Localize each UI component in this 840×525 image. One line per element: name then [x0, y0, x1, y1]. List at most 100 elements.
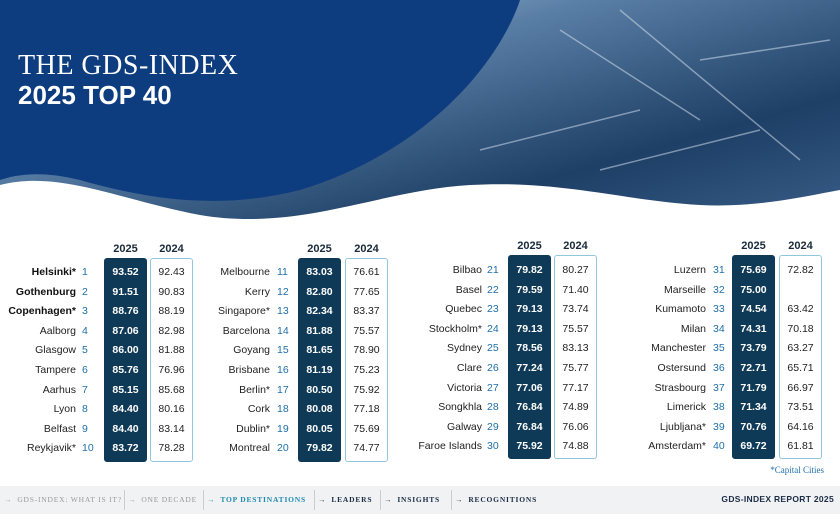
- score-2025-box: [732, 255, 775, 459]
- rank: 20: [277, 442, 289, 455]
- nav-separator: [314, 490, 315, 510]
- score-2024: 80.16: [158, 403, 185, 416]
- city-name: Aarhus: [42, 383, 76, 396]
- rank: 32: [713, 283, 725, 296]
- title: THE GDS-INDEX: [18, 50, 239, 81]
- city-name: Ljubljana*: [659, 420, 706, 433]
- city-name: Berlin*: [239, 383, 270, 396]
- nav-separator: [380, 490, 381, 510]
- rank: 4: [82, 324, 88, 337]
- nav-item[interactable]: → ONE DECADE: [128, 495, 197, 504]
- city-name: Luzern: [673, 264, 706, 276]
- rank: 6: [82, 364, 88, 376]
- score-2025: 70.76: [740, 420, 767, 433]
- column-header: 2024: [788, 240, 813, 252]
- score-2024: 75.77: [562, 362, 589, 374]
- score-2025: 71.34: [740, 401, 767, 414]
- rank: 25: [487, 342, 499, 355]
- rank: 9: [82, 422, 88, 435]
- score-2025: 83.72: [112, 442, 139, 455]
- city-name: Dublin*: [236, 422, 270, 435]
- score-2024: 76.06: [562, 420, 589, 433]
- score-2024: 77.65: [353, 285, 380, 298]
- rank: 19: [277, 422, 289, 435]
- nav-item[interactable]: → TOP DESTINATIONS: [207, 495, 306, 504]
- score-2024: 90.83: [158, 285, 185, 298]
- rank: 28: [487, 401, 499, 414]
- city-name: Belfast: [43, 422, 76, 435]
- city-name: Montreal: [229, 442, 270, 455]
- rank: 23: [487, 303, 499, 316]
- city-name: Barcelona: [222, 324, 270, 337]
- city-name: Copenhagen*: [8, 305, 76, 318]
- score-2025: 79.82: [516, 264, 543, 276]
- rank: 2: [82, 285, 88, 298]
- score-2025: 76.84: [516, 420, 543, 433]
- nav-separator: [203, 490, 204, 510]
- score-2024-box: [779, 255, 822, 459]
- rank: 5: [82, 344, 88, 357]
- score-2024: 70.18: [787, 322, 814, 335]
- score-2025: 80.08: [306, 403, 333, 416]
- nav-label: TOP DESTINATIONS: [220, 495, 306, 504]
- city-name: Limerick: [666, 401, 706, 414]
- score-2024: 74.88: [562, 440, 589, 453]
- rank: 26: [487, 362, 499, 374]
- score-2024: 73.74: [562, 303, 589, 316]
- score-2024: 71.40: [562, 283, 589, 296]
- city-name: Singapore*: [218, 305, 270, 318]
- score-2024: 74.89: [562, 401, 589, 414]
- rank: 37: [713, 381, 725, 394]
- score-2025: 86.00: [112, 344, 139, 357]
- rank: 33: [713, 303, 725, 316]
- score-2024: 75.57: [562, 322, 589, 335]
- score-2025: 79.13: [516, 322, 543, 335]
- score-2025: 80.05: [306, 422, 333, 435]
- city-name: Victoria: [447, 381, 482, 394]
- column-header: 2024: [354, 243, 379, 255]
- column-header: 2025: [113, 243, 138, 255]
- rank: 18: [277, 403, 289, 416]
- score-2024: 75.23: [353, 364, 380, 376]
- score-2025: 81.19: [306, 364, 333, 376]
- rank: 38: [713, 401, 725, 414]
- score-2025: 73.79: [740, 342, 767, 355]
- score-2024-box: [345, 258, 388, 462]
- nav-label: INSIGHTS: [397, 495, 440, 504]
- city-name: Melbourne: [220, 266, 270, 278]
- score-2025: 88.76: [112, 305, 139, 318]
- nav-separator: [124, 490, 125, 510]
- city-name: Milan: [680, 322, 706, 335]
- nav-item[interactable]: → INSIGHTS: [384, 495, 440, 504]
- score-2024: 75.92: [353, 383, 380, 396]
- rank: 29: [487, 420, 499, 433]
- nav-item[interactable]: → GDS-INDEX: WHAT IS IT?: [4, 495, 122, 504]
- score-2024: 88.19: [158, 305, 185, 318]
- city-name: Strasbourg: [654, 381, 706, 394]
- score-2025: 75.69: [740, 264, 767, 276]
- score-2025: 82.34: [306, 305, 333, 318]
- score-2025: 72.71: [740, 362, 767, 374]
- score-2024: 61.81: [787, 440, 814, 453]
- score-2024: 72.82: [787, 264, 814, 276]
- rank: 12: [277, 285, 289, 298]
- score-2025: 75.92: [516, 440, 543, 453]
- subtitle: 2025 TOP 40: [18, 80, 172, 110]
- city-name: Glasgow: [35, 344, 76, 357]
- score-2025: 74.54: [740, 303, 767, 316]
- score-2024: 75.69: [353, 422, 380, 435]
- nav-item[interactable]: → LEADERS: [318, 495, 372, 504]
- rank: 39: [713, 420, 725, 433]
- score-2025: 77.06: [516, 381, 543, 394]
- report-label: GDS-INDEX REPORT 2025: [721, 494, 834, 504]
- score-2025: 77.24: [516, 362, 543, 374]
- score-2024: 65.71: [787, 362, 814, 374]
- score-2024: 82.98: [158, 324, 185, 337]
- rank: 1: [82, 266, 88, 278]
- nav-item[interactable]: → RECOGNITIONS: [455, 495, 537, 504]
- nav-arrow: →: [4, 495, 13, 504]
- rank: 17: [277, 383, 289, 396]
- score-2025: 82.80: [306, 285, 333, 298]
- score-2024: 76.96: [158, 364, 185, 376]
- city-name: Galway: [446, 420, 482, 433]
